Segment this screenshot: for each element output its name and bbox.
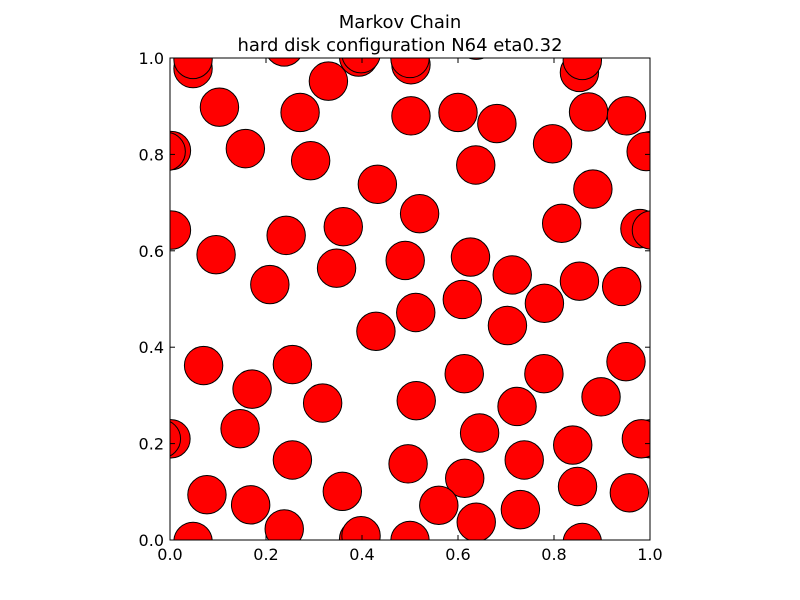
disk-25-image bbox=[631, 210, 650, 250]
disk-6 bbox=[308, 61, 349, 101]
disk-68 bbox=[456, 502, 496, 540]
disk-43 bbox=[396, 381, 436, 421]
disk-41 bbox=[232, 369, 272, 409]
disk-59 bbox=[230, 485, 271, 525]
disk-49 bbox=[220, 408, 260, 449]
disk-66-image bbox=[341, 58, 381, 74]
disk-66 bbox=[341, 515, 381, 540]
disk-22 bbox=[399, 193, 440, 234]
disk-35 bbox=[396, 292, 436, 333]
disk-34 bbox=[442, 279, 483, 320]
disk-26 bbox=[196, 234, 236, 275]
disk-39 bbox=[183, 345, 224, 386]
disk-70-image bbox=[562, 58, 603, 81]
y-tick-label: 0.6 bbox=[139, 242, 164, 261]
disk-54 bbox=[553, 425, 593, 465]
chart-title-line-1: Markov Chain bbox=[338, 12, 462, 33]
disk-17-image bbox=[170, 132, 186, 171]
disk-64 bbox=[609, 473, 650, 513]
disk-46 bbox=[606, 341, 646, 382]
disk-69 bbox=[173, 521, 213, 540]
disk-31 bbox=[492, 255, 532, 295]
disk-69-image bbox=[173, 58, 213, 80]
x-tick-label: 0.0 bbox=[157, 545, 182, 564]
y-tick-label: 0.2 bbox=[139, 435, 164, 454]
y-tick-label: 0.4 bbox=[139, 338, 164, 357]
y-tick-label: 0.0 bbox=[139, 531, 164, 550]
disk-4 bbox=[280, 92, 320, 133]
chart-title-line-2: hard disk configuration N64 eta0.32 bbox=[237, 35, 563, 56]
disk-47 bbox=[581, 377, 621, 417]
disk-45 bbox=[524, 354, 564, 394]
plot-frame bbox=[169, 57, 651, 541]
disk-63 bbox=[557, 466, 598, 507]
disk-62 bbox=[500, 489, 541, 530]
disk-9 bbox=[391, 96, 431, 136]
disk-42 bbox=[302, 383, 343, 423]
disk-55-image bbox=[170, 421, 182, 457]
disk-61 bbox=[419, 485, 459, 525]
disk-23 bbox=[323, 207, 363, 247]
disk-11 bbox=[477, 103, 517, 144]
disk-57 bbox=[445, 458, 485, 499]
disk-21 bbox=[357, 164, 398, 204]
disk-70 bbox=[562, 522, 602, 540]
disk-44 bbox=[444, 354, 484, 394]
disk-2 bbox=[225, 128, 266, 169]
disk-40 bbox=[272, 344, 313, 385]
disk-68-image bbox=[467, 58, 485, 60]
x-tick-label: 1.0 bbox=[637, 545, 662, 564]
y-tick-label: 0.8 bbox=[139, 145, 164, 164]
disk-15 bbox=[606, 96, 647, 136]
disk-25 bbox=[170, 210, 192, 250]
disk-30 bbox=[450, 237, 491, 277]
disk-67 bbox=[390, 520, 430, 540]
disk-53 bbox=[504, 440, 544, 480]
disk-12 bbox=[456, 145, 496, 185]
ticks-layer: 0.0 0.2 0.4 0.6 0.8 1.0 0.0 0.2 0.4 0.6 0.8 1.0 bbox=[139, 49, 663, 564]
disk-65 bbox=[264, 509, 304, 540]
disk-36 bbox=[524, 283, 565, 324]
disk-38 bbox=[356, 311, 396, 351]
disk-18 bbox=[573, 169, 613, 209]
disk-28 bbox=[316, 248, 357, 288]
disk-17 bbox=[626, 131, 650, 172]
disk-19 bbox=[541, 203, 582, 244]
disks-layer bbox=[170, 58, 650, 540]
disk-65-image bbox=[267, 58, 301, 67]
disk-58 bbox=[187, 474, 227, 515]
disk-27 bbox=[250, 264, 290, 305]
disk-56 bbox=[388, 444, 428, 484]
disk-14 bbox=[568, 92, 609, 132]
disk-24 bbox=[266, 215, 306, 256]
y-tick-label: 1.0 bbox=[139, 49, 164, 68]
disk-52 bbox=[459, 413, 500, 453]
disk-55 bbox=[621, 419, 650, 459]
x-tick-label: 0.8 bbox=[541, 545, 566, 564]
disk-48 bbox=[497, 386, 537, 427]
x-tick-label: 0.2 bbox=[253, 545, 278, 564]
x-tick-label: 0.4 bbox=[349, 545, 374, 564]
disk-37 bbox=[487, 305, 528, 346]
disk-32 bbox=[559, 261, 600, 301]
disk-5 bbox=[290, 140, 331, 181]
x-tick-label: 0.6 bbox=[445, 545, 470, 564]
disk-13 bbox=[532, 124, 573, 164]
disk-60 bbox=[322, 471, 363, 512]
disk-51 bbox=[272, 440, 313, 480]
disk-33 bbox=[601, 266, 642, 307]
disk-1 bbox=[199, 87, 240, 127]
disk-29 bbox=[385, 240, 425, 281]
disk-10 bbox=[438, 92, 478, 133]
